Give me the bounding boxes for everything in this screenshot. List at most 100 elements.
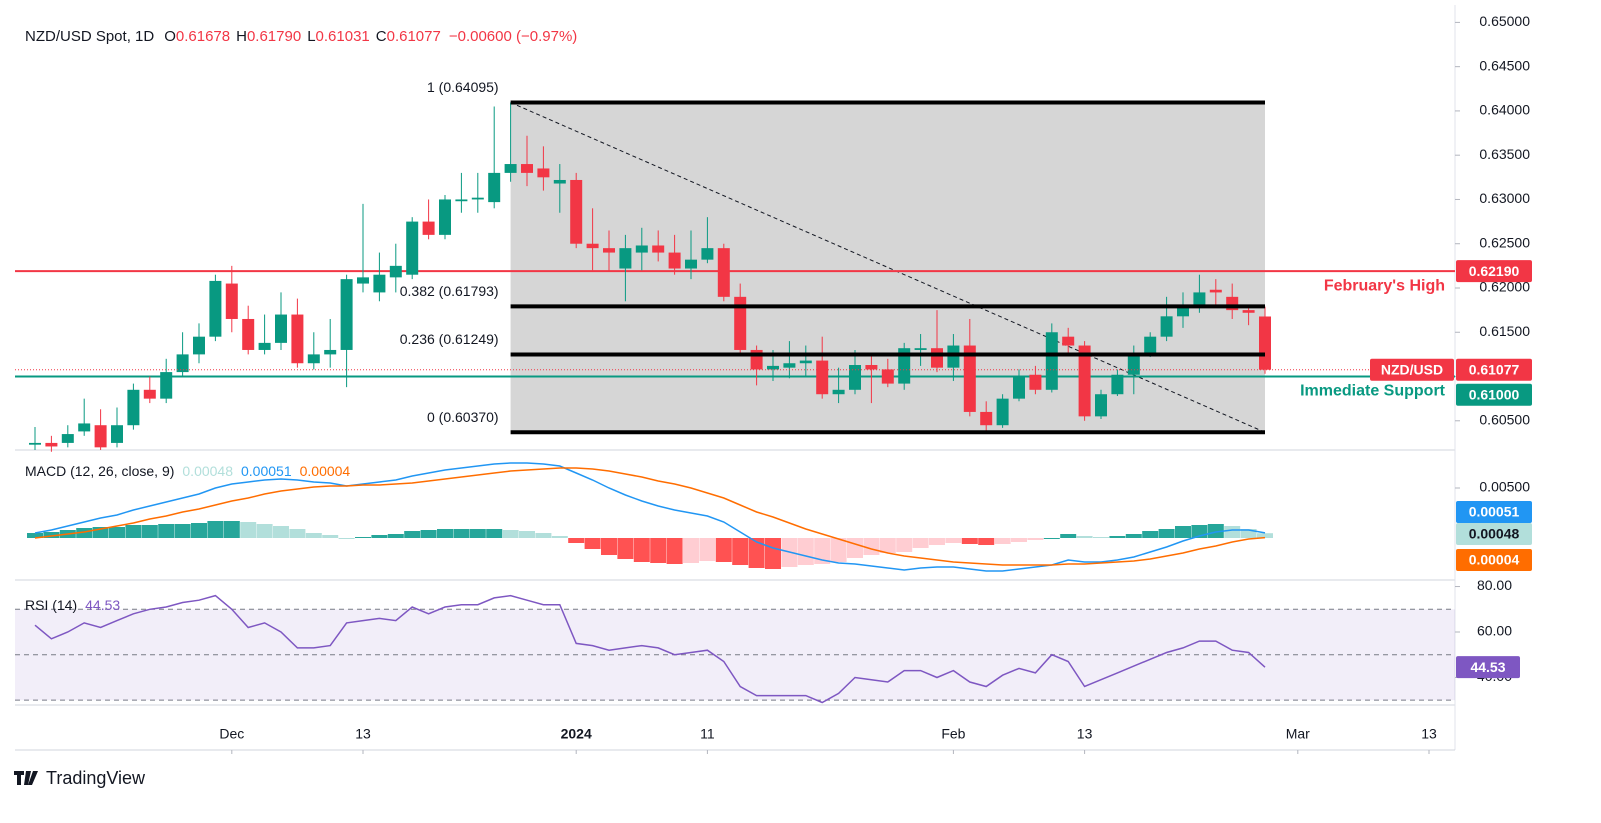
histogram-bar bbox=[420, 530, 437, 538]
histogram-bar bbox=[141, 525, 158, 538]
histogram-bar bbox=[273, 526, 289, 538]
y-tick-label: 0.64500 bbox=[1479, 57, 1530, 73]
histogram-bar bbox=[453, 529, 470, 538]
histogram-bar bbox=[1109, 536, 1126, 538]
histogram-bar bbox=[847, 538, 863, 558]
price-tag: 0.61077 bbox=[1469, 361, 1520, 377]
legend-value: 44.53 bbox=[85, 597, 120, 613]
candle-body bbox=[488, 172, 501, 203]
symbol-tag-bg bbox=[1370, 358, 1454, 381]
candle-body bbox=[389, 265, 402, 278]
candle-body bbox=[586, 243, 599, 249]
histogram-bar bbox=[256, 524, 273, 538]
candle-body bbox=[504, 164, 517, 173]
field-value: 0.61678 bbox=[176, 28, 230, 45]
fib-label: 0 (0.60370) bbox=[427, 409, 499, 425]
histogram-bar bbox=[732, 538, 749, 565]
histogram-bar bbox=[568, 538, 585, 543]
price-tag: 0.62190 bbox=[1469, 263, 1520, 279]
histogram-bar bbox=[27, 533, 43, 538]
histogram-bar bbox=[502, 530, 519, 538]
candle-body bbox=[406, 221, 419, 275]
histogram-bar bbox=[387, 534, 404, 538]
candle-body bbox=[422, 221, 435, 235]
candle-body bbox=[717, 248, 730, 297]
histogram-bar bbox=[1175, 526, 1191, 538]
histogram-bar bbox=[158, 524, 175, 538]
candle-body bbox=[1013, 376, 1025, 399]
brand-logo: TradingView bbox=[14, 768, 146, 788]
candle-body bbox=[1242, 310, 1255, 313]
histogram-bar bbox=[1093, 537, 1109, 538]
histogram-bar bbox=[797, 538, 814, 565]
candle-body bbox=[537, 168, 550, 178]
y-tick-label: 0.00500 bbox=[1479, 479, 1530, 495]
candle-body bbox=[832, 389, 845, 395]
candle-body bbox=[931, 348, 943, 368]
histogram-bar bbox=[322, 535, 339, 538]
candle-body bbox=[1078, 345, 1091, 417]
histogram-bar bbox=[699, 538, 716, 561]
candle-body bbox=[1029, 374, 1042, 390]
value-tag-bg bbox=[1456, 523, 1532, 545]
legend-value: 0.00051 bbox=[241, 463, 292, 479]
candle-body bbox=[701, 248, 714, 260]
change: −0.00600 (−0.97%) bbox=[449, 28, 577, 45]
candle-body bbox=[307, 354, 320, 364]
histogram-bar bbox=[371, 535, 388, 538]
histogram-bar bbox=[191, 523, 207, 538]
candle-body bbox=[127, 389, 140, 426]
indicator-line bbox=[34, 467, 1266, 566]
candle-body bbox=[111, 425, 123, 443]
field-value: 0.61077 bbox=[387, 28, 441, 45]
y-tick-label: 0.61500 bbox=[1479, 323, 1530, 339]
candle-body bbox=[898, 348, 911, 384]
histogram-bar bbox=[1060, 534, 1077, 538]
candle-body bbox=[1160, 316, 1173, 337]
candle-body bbox=[176, 354, 189, 373]
logo-icon bbox=[14, 771, 38, 785]
candle-body bbox=[668, 252, 681, 269]
histogram-bar bbox=[863, 538, 880, 555]
histogram-bar bbox=[486, 529, 503, 538]
fib-label: 0.382 (0.61793) bbox=[400, 283, 499, 299]
candle-body bbox=[521, 164, 533, 173]
histogram-bar bbox=[338, 538, 355, 539]
candle-body bbox=[455, 199, 468, 202]
histogram-bar bbox=[404, 531, 421, 538]
candle-body bbox=[767, 365, 779, 370]
candle-body bbox=[570, 179, 583, 244]
x-tick-label: 13 bbox=[355, 726, 371, 742]
candle-body bbox=[275, 314, 287, 343]
histogram-bar bbox=[109, 527, 125, 538]
histogram-bar bbox=[879, 538, 896, 553]
histogram-bar bbox=[535, 533, 552, 538]
candle-body bbox=[963, 345, 976, 412]
y-tick-label: 0.63500 bbox=[1479, 146, 1530, 162]
candle-body bbox=[324, 349, 337, 355]
value-tag-bg bbox=[1456, 501, 1532, 523]
histogram-bar bbox=[1240, 529, 1257, 538]
histogram-bar bbox=[1142, 531, 1159, 538]
candle-body bbox=[652, 245, 665, 253]
price-tag-bg bbox=[1456, 383, 1532, 406]
x-tick-label: 2024 bbox=[561, 726, 592, 742]
histogram-bar bbox=[601, 538, 617, 555]
histogram-bar bbox=[896, 538, 913, 552]
candle-body bbox=[471, 197, 484, 200]
candle-body bbox=[1177, 307, 1189, 317]
histogram-bar bbox=[240, 522, 257, 538]
candle-body bbox=[685, 259, 697, 269]
histogram-bar bbox=[469, 529, 486, 538]
x-tick-label: 11 bbox=[700, 726, 715, 742]
candle-body bbox=[603, 248, 615, 253]
candle-body bbox=[635, 245, 648, 253]
histogram-bar bbox=[289, 529, 306, 538]
candle-body bbox=[209, 280, 222, 337]
y-tick-label: 60.00 bbox=[1477, 623, 1512, 639]
legend-value: 0.00004 bbox=[300, 463, 351, 479]
histogram-bar bbox=[945, 538, 962, 543]
histogram-bar bbox=[1076, 536, 1093, 538]
candle-body bbox=[291, 314, 304, 364]
